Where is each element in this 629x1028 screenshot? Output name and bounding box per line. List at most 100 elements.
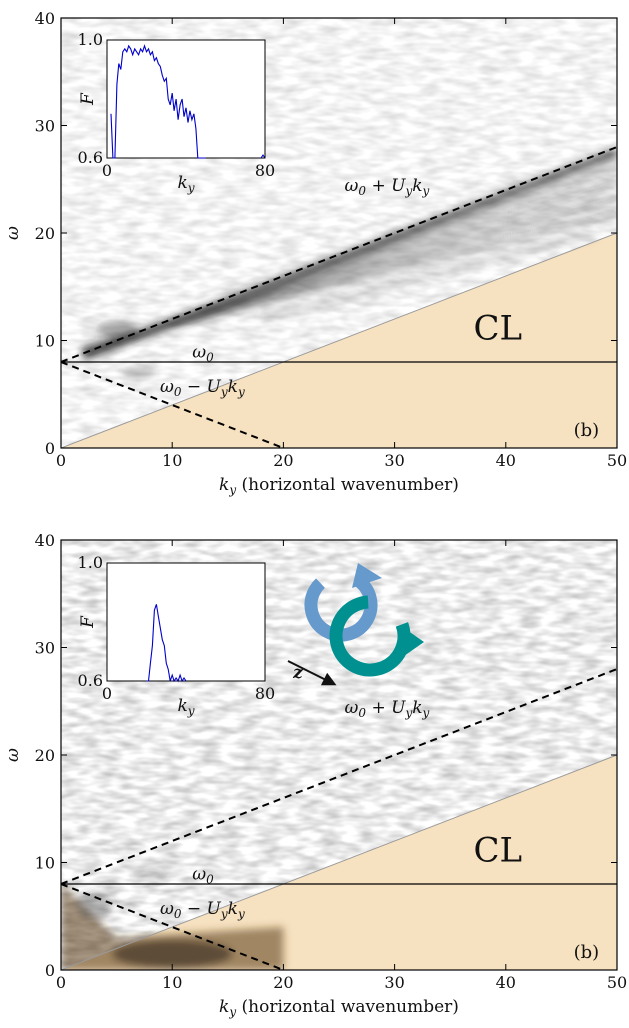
x-axis-label-subscript: y bbox=[228, 1005, 236, 1019]
inset-x-axis-subscript: y bbox=[187, 181, 195, 195]
panel-label: (b) bbox=[574, 420, 600, 441]
y-axis-label: ω bbox=[3, 748, 23, 762]
math-part: ω bbox=[345, 698, 359, 718]
y-tick-label: 30 bbox=[35, 117, 55, 136]
inset-x-tick-label: 80 bbox=[255, 684, 275, 703]
x-tick-label: 40 bbox=[496, 973, 516, 992]
math-part: − U bbox=[181, 899, 221, 919]
spectral-blob bbox=[96, 321, 137, 338]
subscript: y bbox=[422, 706, 430, 720]
x-tick-label: 20 bbox=[273, 451, 293, 470]
subscript: 0 bbox=[174, 907, 182, 921]
annotation-omega0: ω0 bbox=[192, 343, 214, 365]
series-line-1 bbox=[61, 883, 284, 970]
x-axis-label-text: (horizontal wavenumber) bbox=[236, 997, 459, 1017]
inset-y-tick-label: 0.6 bbox=[78, 671, 103, 690]
inset-y-axis-label: F bbox=[78, 615, 98, 629]
inset-x-axis-symbol: k bbox=[177, 696, 187, 716]
subscript: y bbox=[220, 907, 228, 921]
annotation-omega0: ω0 bbox=[192, 865, 214, 887]
subscript: 0 bbox=[206, 351, 214, 365]
y-tick-label: 0 bbox=[45, 439, 55, 458]
inset-frame bbox=[106, 562, 266, 682]
spectral-blob bbox=[133, 865, 166, 882]
panel-label: (b) bbox=[574, 942, 600, 963]
subscript: y bbox=[404, 706, 412, 720]
subscript: y bbox=[237, 385, 245, 399]
x-tick-label: 50 bbox=[607, 973, 627, 992]
math-part: k bbox=[412, 176, 422, 196]
x-axis-label-symbol: k bbox=[219, 475, 229, 495]
y-tick-label: 30 bbox=[35, 639, 55, 658]
y-tick-label: 40 bbox=[35, 9, 55, 28]
spectral-blob bbox=[122, 366, 155, 379]
y-tick-label: 20 bbox=[35, 224, 55, 243]
spectral-blob bbox=[112, 939, 233, 968]
annotation-lower-line: ω0 − Uyky bbox=[160, 377, 245, 399]
inset-plot: 0 80 0.6 1.0 ky F bbox=[78, 553, 276, 718]
y-tick-label: 0 bbox=[45, 961, 55, 980]
math-part: k bbox=[228, 899, 238, 919]
x-axis-label-subscript: y bbox=[228, 483, 236, 497]
y-tick-label: 20 bbox=[35, 746, 55, 765]
math-part: ω bbox=[345, 176, 359, 196]
series-line-0 bbox=[61, 668, 617, 885]
x-tick-label: 10 bbox=[162, 451, 182, 470]
math-part: + U bbox=[366, 176, 406, 196]
inset-y-tick-label: 1.0 bbox=[78, 553, 103, 572]
x-tick-label: 20 bbox=[273, 973, 293, 992]
math-part: ω bbox=[160, 899, 174, 919]
x-tick-label: 0 bbox=[56, 451, 66, 470]
x-tick-label: 0 bbox=[56, 973, 66, 992]
subscript: y bbox=[220, 385, 228, 399]
annotation-upper-line: ω0 + Uyky bbox=[345, 176, 430, 198]
subscript: 0 bbox=[358, 706, 366, 720]
inset-series-line bbox=[146, 604, 187, 683]
y-tick-label: 10 bbox=[35, 854, 55, 873]
x-axis-label: ky (horizontal wavenumber) bbox=[219, 475, 459, 497]
annotation-cl: CL bbox=[474, 830, 523, 870]
rotation-arrowhead-light bbox=[352, 563, 382, 588]
inset-x-axis-label: ky bbox=[177, 696, 194, 718]
rotation-icon: z bbox=[287, 563, 424, 686]
inset-y-tick-label: 0.6 bbox=[78, 148, 103, 167]
spectral-ridge bbox=[259, 228, 597, 324]
annotation-lower-line: ω0 − Uyky bbox=[160, 899, 245, 921]
x-tick-label: 40 bbox=[496, 451, 516, 470]
inset-x-tick-label: 0 bbox=[102, 684, 112, 703]
inset-series-line bbox=[260, 154, 266, 159]
math-part: − U bbox=[181, 377, 221, 397]
x-tick-label: 30 bbox=[384, 973, 404, 992]
critical-layer-boundary bbox=[61, 232, 617, 448]
inset-x-axis-label: ky bbox=[177, 173, 194, 195]
inset-x-tick-label: 80 bbox=[255, 161, 275, 180]
series-line-0 bbox=[61, 146, 617, 363]
math-part: ω bbox=[160, 377, 174, 397]
subscript: y bbox=[404, 184, 412, 198]
subscript: 0 bbox=[206, 873, 214, 887]
inset-x-axis-symbol: k bbox=[177, 173, 187, 193]
subscript: 0 bbox=[358, 184, 366, 198]
annotation-upper-line: ω0 + Uyky bbox=[345, 698, 430, 720]
x-axis-label: ky (horizontal wavenumber) bbox=[219, 997, 459, 1019]
inset-x-axis-subscript: y bbox=[187, 704, 195, 718]
x-tick-label: 50 bbox=[607, 451, 627, 470]
math-part: + U bbox=[366, 698, 406, 718]
x-axis-label-text: (horizontal wavenumber) bbox=[236, 475, 459, 495]
math-part: ω bbox=[192, 865, 206, 885]
subscript: y bbox=[422, 184, 430, 198]
math-part: ω bbox=[192, 343, 206, 363]
inset-frame bbox=[106, 39, 266, 159]
math-part: k bbox=[412, 698, 422, 718]
x-axis-label-symbol: k bbox=[219, 997, 229, 1017]
spectral-intensity bbox=[81, 148, 617, 379]
inset-series-line bbox=[110, 44, 206, 159]
math-part: k bbox=[228, 377, 238, 397]
rotation-arrowhead-dark bbox=[404, 628, 424, 656]
y-axis-label: ω bbox=[3, 226, 23, 240]
inset-plot: 0 80 0.6 1.0 ky F bbox=[78, 30, 276, 195]
inset-y-tick-label: 1.0 bbox=[78, 30, 103, 49]
